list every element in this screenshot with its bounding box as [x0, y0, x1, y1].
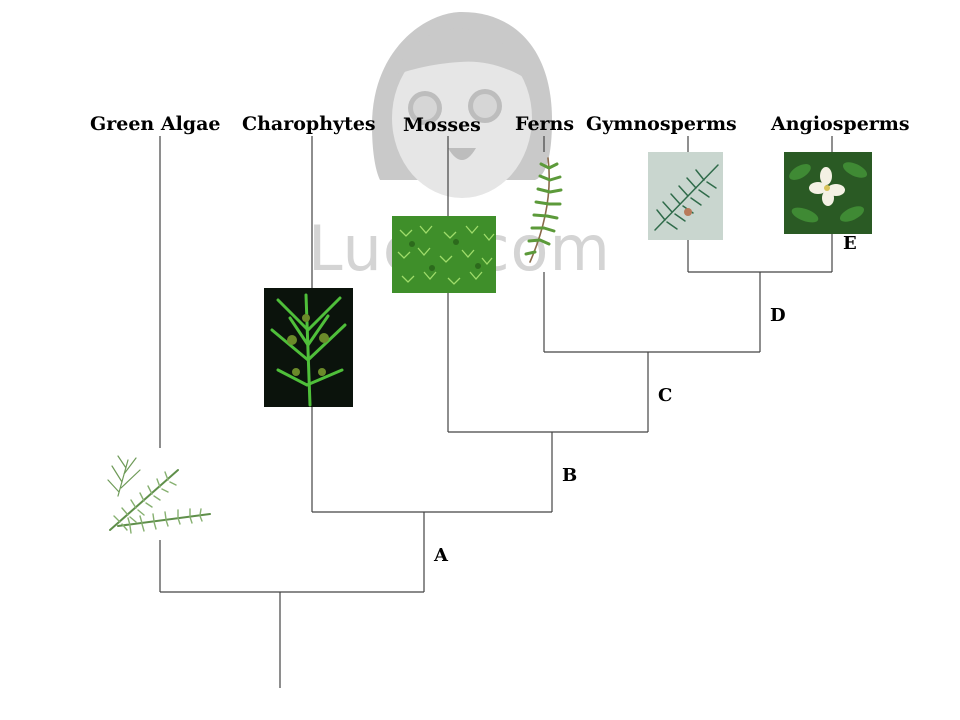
node-label-a: A [434, 545, 448, 566]
node-label-c: C [658, 385, 673, 406]
taxon-label-mosses: Mosses [403, 114, 481, 136]
green-algae-sprig [107, 455, 211, 534]
charophyte-photo [264, 288, 353, 407]
node-label-d: D [770, 305, 786, 326]
cartoon-face-logo [372, 12, 552, 198]
moss-photo [392, 216, 496, 293]
taxon-label-green-algae: Green Algae [90, 113, 221, 135]
fern-frond [524, 157, 563, 263]
magnolia-flower-photo [784, 152, 872, 234]
taxon-label-angiosperms: Angiosperms [771, 113, 910, 135]
taxon-label-ferns: Ferns [515, 113, 575, 135]
taxon-label-gymnosperms: Gymnosperms [586, 113, 737, 135]
conifer-photo [648, 152, 723, 240]
node-label-e: E [843, 233, 857, 254]
node-label-b: B [562, 465, 578, 486]
taxon-label-charophytes: Charophytes [242, 113, 376, 135]
